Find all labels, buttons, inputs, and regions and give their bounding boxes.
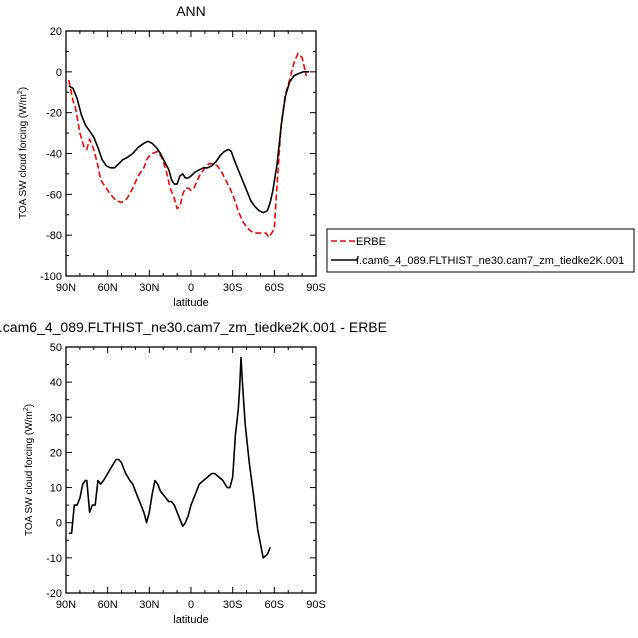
x-tick-label: 90N xyxy=(56,599,76,611)
x-tick-label: 30N xyxy=(139,599,159,611)
axes-frame xyxy=(65,346,317,594)
legend: ERBE f.cam6_4_089.FLTHIST_ne30.cam7_zm_ti… xyxy=(326,228,635,273)
x-tick-label: 60S xyxy=(265,599,285,611)
chart-title: f.cam6_4_089.FLTHIST_ne30.cam7_zm_tiedke… xyxy=(0,319,387,335)
y-tick-label: -40 xyxy=(46,149,62,161)
y-tick-label: -80 xyxy=(46,230,62,242)
series-group xyxy=(68,52,310,238)
x-tick-label: 60S xyxy=(265,282,285,294)
legend-label: f.cam6_4_089.FLTHIST_ne30.cam7_zm_tiedke… xyxy=(356,255,624,267)
x-axis-label: latitude xyxy=(173,614,208,626)
x-tick-label: 90S xyxy=(306,282,326,294)
y-tick-label: -100 xyxy=(40,271,62,283)
x-tick-label: 60N xyxy=(98,282,118,294)
y-tick-label: -60 xyxy=(46,189,62,201)
legend-box xyxy=(326,228,635,273)
y-tick-label: -20 xyxy=(46,108,62,120)
x-tick-label: 30N xyxy=(139,282,159,294)
chart-panel-top: ANN 90N 60N 30N 0 30S 60S 90S -100 -80 -60 -40 -20 0 2… xyxy=(17,3,326,309)
y-tick-label: 50 xyxy=(50,342,62,354)
y-tick-label: 0 xyxy=(56,67,62,79)
y-tick-label: 30 xyxy=(50,412,62,424)
y-tick-label: -20 xyxy=(46,588,62,600)
axes-frame xyxy=(65,30,317,277)
y-tick-label: 40 xyxy=(50,377,62,389)
x-tick-label: 60N xyxy=(98,599,118,611)
x-tick-label: 0 xyxy=(188,599,194,611)
y-tick-label: 0 xyxy=(56,518,62,530)
x-tick-label: 30S xyxy=(223,599,243,611)
chart-title: ANN xyxy=(176,3,206,19)
y-tick-label: 10 xyxy=(50,483,62,495)
y-axis-label: TOA SW cloud forcing (W/m2) xyxy=(17,87,29,219)
x-axis-label: latitude xyxy=(173,297,208,309)
series-line-model xyxy=(68,71,310,214)
series-line-erbe xyxy=(68,52,308,238)
x-tick-label: 30S xyxy=(223,282,243,294)
y-tick-label: 20 xyxy=(50,26,62,38)
legend-label: ERBE xyxy=(356,236,386,248)
series-line-model-diff xyxy=(68,356,271,559)
x-tick-label: 0 xyxy=(188,282,194,294)
series-group xyxy=(68,356,271,559)
chart-panel-bottom: f.cam6_4_089.FLTHIST_ne30.cam7_zm_tiedke… xyxy=(0,319,387,626)
y-tick-label: -10 xyxy=(46,553,62,565)
y-tick-label: 20 xyxy=(50,447,62,459)
x-tick-label: 90N xyxy=(56,282,76,294)
x-tick-label: 90S xyxy=(306,599,326,611)
y-axis-label: TOA SW cloud forcing (W/m2) xyxy=(23,404,35,536)
